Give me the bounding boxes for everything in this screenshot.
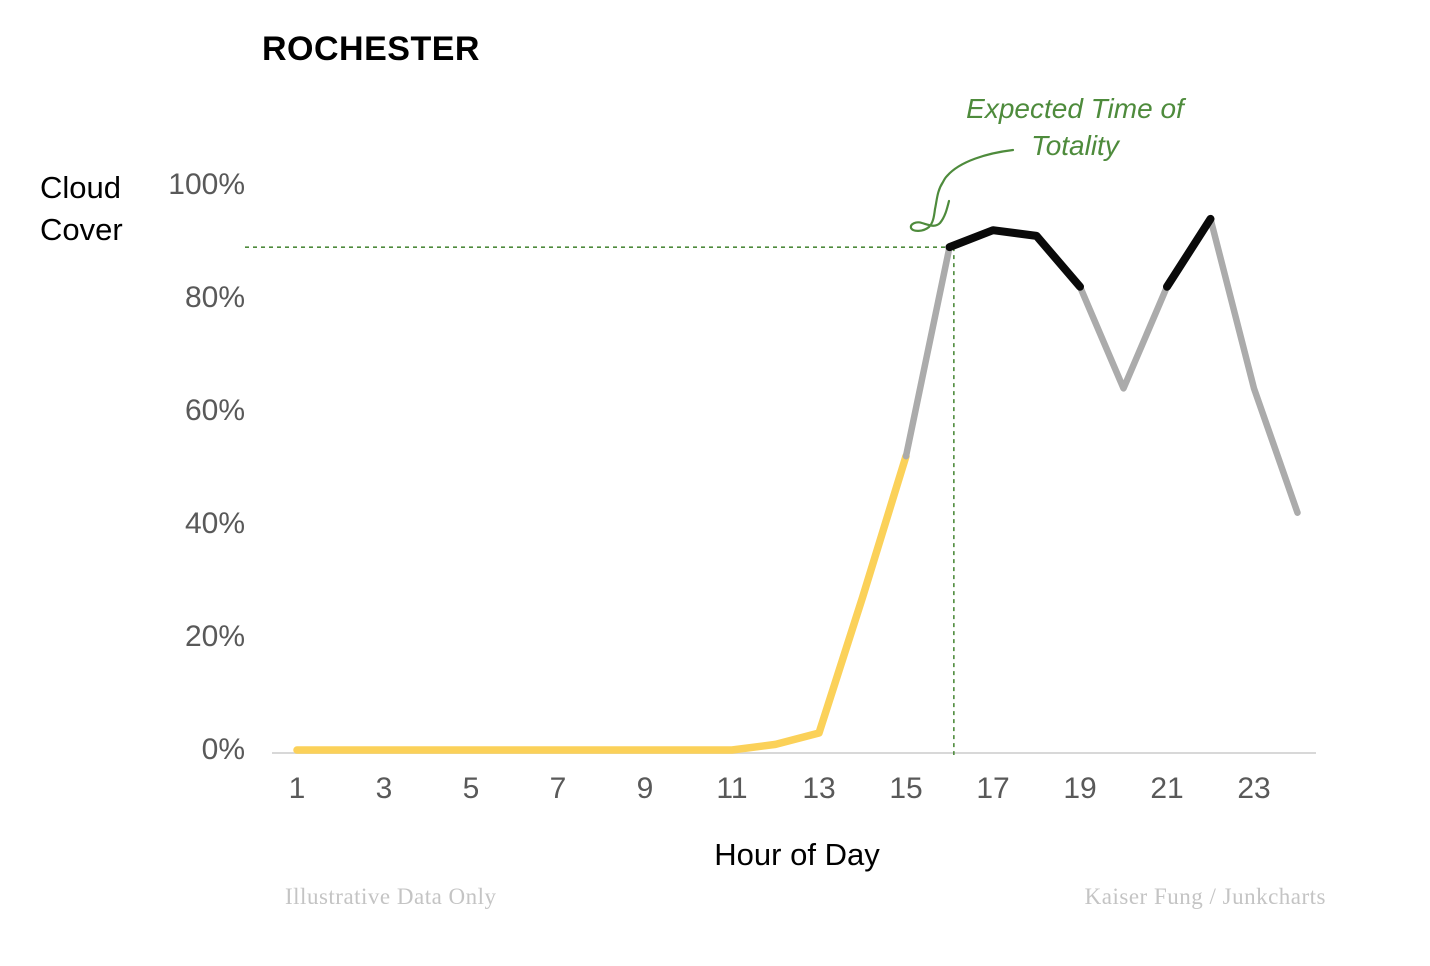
totality-arrow-icon [909, 148, 1015, 232]
cloud-cover-line-segment-gray [1207, 215, 1301, 516]
x-tick-label: 3 [375, 772, 393, 805]
x-tick-label: 15 [889, 772, 923, 805]
footnote-data-disclaimer: Illustrative Data Only [285, 884, 497, 909]
cloud-cover-line-segment-gray [902, 243, 953, 460]
x-tick-label: 21 [1150, 772, 1184, 805]
cloud-cover-line-segment-gray [1076, 283, 1171, 392]
x-tick-label: 13 [802, 772, 836, 805]
x-tick-label: 19 [1063, 772, 1097, 805]
footnote-credit: Kaiser Fung / Junkcharts [1084, 884, 1326, 909]
x-tick-label: 11 [716, 772, 748, 805]
y-tick-label: 20% [184, 620, 245, 653]
y-tick-label: 40% [184, 507, 245, 540]
cloud-cover-line-segment-yellow [293, 452, 910, 754]
y-axis-title: Cloud Cover [40, 170, 123, 247]
chart-title: ROCHESTER [262, 30, 480, 68]
x-tick-label: 17 [976, 772, 1010, 805]
totality-annotation: Expected Time of Totality [966, 93, 1184, 161]
x-axis-title: Hour of Day [714, 837, 880, 872]
x-tick-label: 5 [462, 772, 480, 805]
cloud-cover-line-segment-black [945, 226, 1084, 291]
y-tick-label: 0% [201, 733, 245, 766]
cloud-cover-line-segment-black [1163, 214, 1215, 291]
x-tick-label: 9 [636, 772, 654, 805]
x-tick-label: 1 [288, 772, 306, 805]
x-tick-label: 7 [549, 772, 567, 805]
y-tick-label: 60% [184, 394, 245, 427]
y-tick-label: 100% [168, 168, 245, 201]
y-tick-label: 80% [184, 281, 245, 314]
x-tick-label: 23 [1237, 772, 1271, 805]
